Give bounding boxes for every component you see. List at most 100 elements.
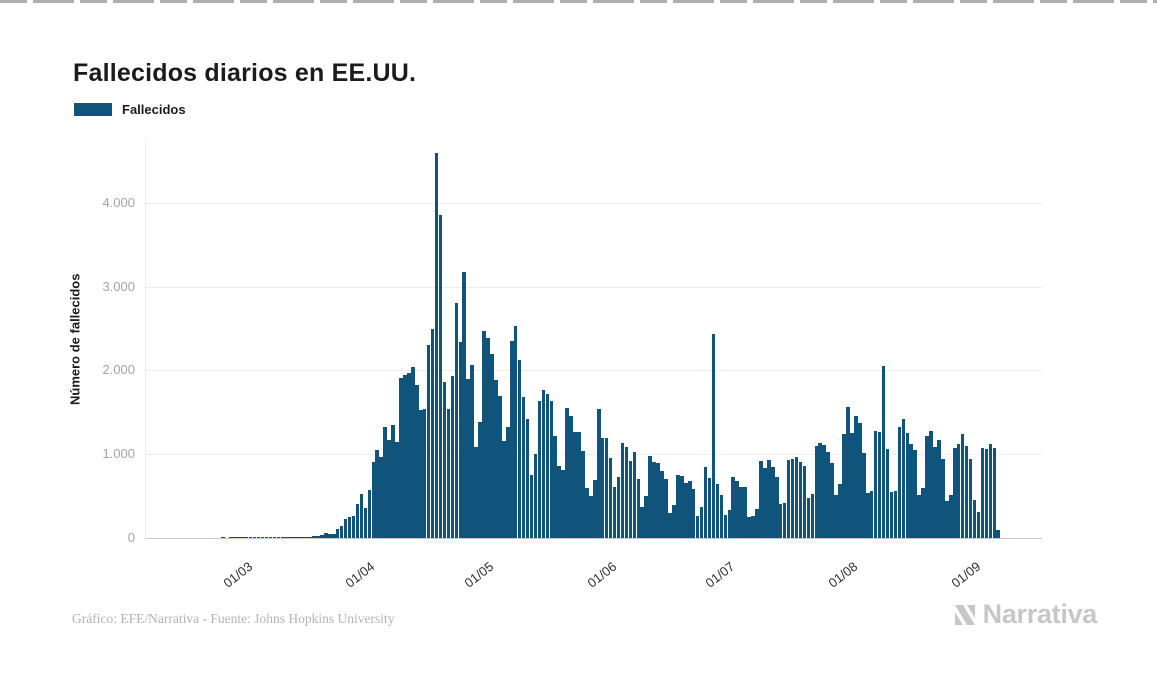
bar[interactable] <box>577 432 581 538</box>
bar[interactable] <box>252 537 257 538</box>
bar[interactable] <box>387 440 391 538</box>
bar[interactable] <box>585 488 589 538</box>
bar[interactable] <box>363 507 368 538</box>
bar[interactable] <box>355 503 360 538</box>
bar[interactable] <box>913 449 917 538</box>
bar[interactable] <box>687 481 692 538</box>
bar[interactable] <box>395 441 399 538</box>
bar[interactable] <box>462 271 467 538</box>
bar[interactable] <box>434 153 439 538</box>
bar[interactable] <box>656 463 660 538</box>
bar[interactable] <box>865 493 870 538</box>
bar[interactable] <box>422 409 427 538</box>
bar[interactable] <box>502 441 506 538</box>
bar[interactable] <box>509 341 514 538</box>
bar[interactable] <box>830 462 834 538</box>
bar[interactable] <box>960 433 965 538</box>
bar[interactable] <box>466 379 470 538</box>
bar[interactable] <box>517 359 522 538</box>
bar[interactable] <box>834 495 838 538</box>
bar[interactable] <box>778 503 783 538</box>
bar[interactable] <box>668 512 672 538</box>
bar[interactable] <box>945 501 949 538</box>
bar[interactable] <box>237 537 241 538</box>
bar[interactable] <box>980 447 985 538</box>
bar[interactable] <box>664 478 668 538</box>
bar[interactable] <box>284 537 289 538</box>
bar[interactable] <box>897 426 902 538</box>
bar[interactable] <box>759 460 763 538</box>
bar[interactable] <box>600 437 605 538</box>
bar[interactable] <box>715 483 720 538</box>
bar[interactable] <box>802 466 807 538</box>
bar[interactable] <box>672 505 676 538</box>
bar[interactable] <box>525 418 530 538</box>
bar[interactable] <box>964 445 969 538</box>
bar[interactable] <box>426 345 431 538</box>
bar[interactable] <box>822 444 826 538</box>
bar[interactable] <box>680 476 684 538</box>
bar[interactable] <box>371 461 376 538</box>
bar[interactable] <box>292 537 296 538</box>
bar[interactable] <box>968 458 973 538</box>
bar[interactable] <box>901 419 906 538</box>
bar[interactable] <box>553 435 557 538</box>
bar[interactable] <box>438 214 443 538</box>
bar[interactable] <box>359 494 364 538</box>
bar[interactable] <box>917 495 921 538</box>
bar[interactable] <box>956 443 961 538</box>
bar[interactable] <box>581 451 585 538</box>
bar[interactable] <box>506 427 510 538</box>
bar[interactable] <box>774 476 779 538</box>
bar[interactable] <box>379 456 383 538</box>
bar[interactable] <box>418 409 423 538</box>
bar[interactable] <box>446 409 451 538</box>
bar[interactable] <box>248 537 253 538</box>
bar[interactable] <box>256 537 261 538</box>
bar[interactable] <box>411 367 415 538</box>
bar[interactable] <box>842 433 846 538</box>
bar[interactable] <box>624 447 629 538</box>
bar[interactable] <box>288 537 292 538</box>
bar[interactable] <box>984 449 989 538</box>
bar[interactable] <box>391 425 395 538</box>
bar[interactable] <box>992 447 997 538</box>
bar[interactable] <box>351 515 356 538</box>
bar[interactable] <box>541 389 546 538</box>
bar[interactable] <box>221 537 225 538</box>
bar[interactable] <box>684 483 688 538</box>
bar[interactable] <box>652 462 656 538</box>
bar[interactable] <box>320 534 324 538</box>
bar[interactable] <box>589 495 593 538</box>
bar[interactable] <box>838 484 842 538</box>
bar[interactable] <box>747 516 751 538</box>
bar[interactable] <box>482 331 486 538</box>
bar[interactable] <box>644 495 648 538</box>
bar[interactable] <box>561 470 565 538</box>
bar[interactable] <box>529 475 534 538</box>
bar[interactable] <box>941 459 945 538</box>
bar[interactable] <box>703 466 708 538</box>
bar[interactable] <box>442 381 447 538</box>
bar[interactable] <box>569 415 573 538</box>
bar[interactable] <box>268 537 273 538</box>
bar[interactable] <box>889 492 894 538</box>
bar[interactable] <box>727 509 732 538</box>
bar[interactable] <box>648 455 652 538</box>
bar[interactable] <box>537 401 542 538</box>
bar[interactable] <box>339 526 344 538</box>
bar[interactable] <box>312 536 316 538</box>
bar[interactable] <box>905 432 910 538</box>
bar[interactable] <box>470 364 474 538</box>
bar[interactable] <box>751 515 755 538</box>
bar[interactable] <box>695 515 700 538</box>
bar[interactable] <box>854 416 858 538</box>
bar[interactable] <box>486 337 490 538</box>
bar[interactable] <box>632 451 637 538</box>
bar[interactable] <box>814 445 819 538</box>
bar[interactable] <box>498 396 502 538</box>
bar[interactable] <box>343 519 348 538</box>
bar[interactable] <box>272 537 277 538</box>
bar[interactable] <box>881 366 886 538</box>
bar[interactable] <box>933 446 937 538</box>
